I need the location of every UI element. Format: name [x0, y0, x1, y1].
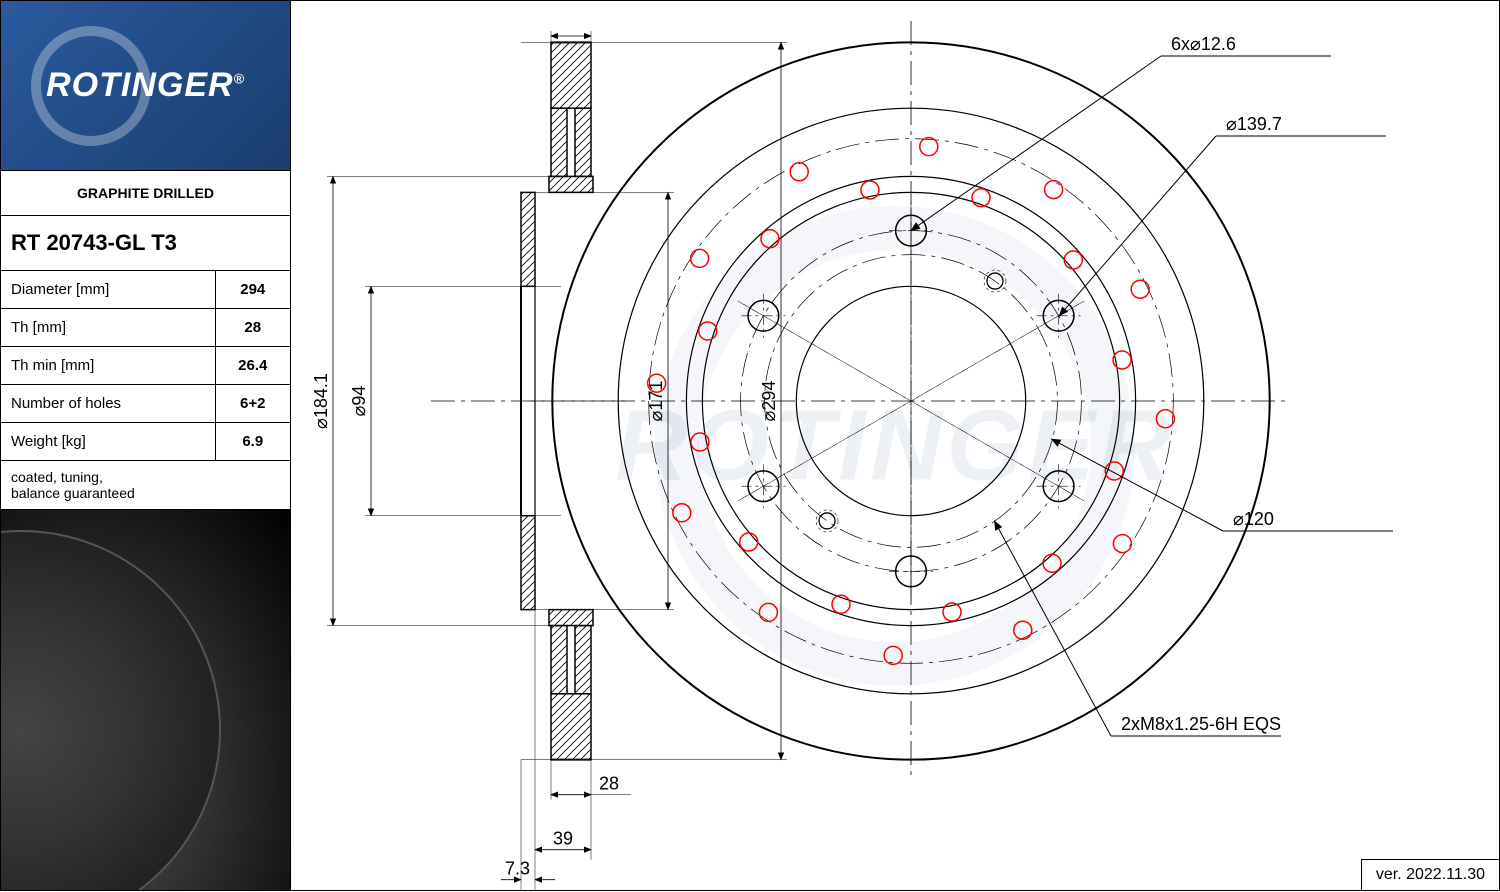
product-photo [1, 510, 290, 890]
spec-row: Th [mm]28 [1, 309, 290, 347]
svg-text:2xM8x1.25-6H EQS: 2xM8x1.25-6H EQS [1121, 714, 1281, 734]
product-subtitle: GRAPHITE DRILLED [1, 171, 290, 216]
front-view [531, 21, 1291, 781]
brand-logo: ROTINGER® [1, 1, 290, 171]
spec-value: 26.4 [215, 347, 290, 385]
disc-photo-icon [1, 530, 221, 890]
drawing-area: ROTINGER ⌀184.1⌀94⌀171⌀2947.33928 6x⌀12.… [291, 1, 1499, 890]
spec-value: 6+2 [215, 385, 290, 423]
svg-text:⌀120: ⌀120 [1233, 509, 1274, 529]
spec-row: Diameter [mm]294 [1, 271, 290, 309]
spec-value: 6.9 [215, 423, 290, 461]
svg-text:⌀139.7: ⌀139.7 [1226, 114, 1282, 134]
svg-text:⌀94: ⌀94 [349, 386, 369, 417]
technical-drawing: ⌀184.1⌀94⌀171⌀2947.33928 6x⌀12.6⌀139.7⌀1… [291, 1, 1500, 892]
page-frame: ROTINGER® GRAPHITE DRILLED RT 20743-GL T… [0, 0, 1500, 891]
note-text: coated, tuning,balance guaranteed [1, 461, 290, 510]
spec-row: Th min [mm]26.4 [1, 347, 290, 385]
svg-text:7.3: 7.3 [505, 859, 530, 879]
spec-row: Number of holes6+2 [1, 385, 290, 423]
section-view: ⌀184.1⌀94⌀171⌀2947.33928 [311, 31, 787, 890]
spec-label: Number of holes [1, 385, 215, 423]
svg-text:6x⌀12.6: 6x⌀12.6 [1171, 34, 1236, 54]
callouts: 6x⌀12.6 ⌀139.7 ⌀120 2xM8x1.25-6H EQS [911, 34, 1393, 736]
spec-label: Weight [kg] [1, 423, 215, 461]
spec-label: Th min [mm] [1, 347, 215, 385]
spec-label: Th [mm] [1, 309, 215, 347]
part-number: RT 20743-GL T3 [1, 216, 290, 271]
brand-name: ROTINGER® [46, 66, 245, 105]
spec-label: Diameter [mm] [1, 271, 215, 309]
version-label: ver. 2022.11.30 [1361, 859, 1499, 890]
svg-text:⌀184.1: ⌀184.1 [311, 373, 331, 429]
registered-mark: ® [234, 71, 245, 87]
brand-text: ROTINGER [46, 66, 233, 104]
spec-value: 294 [215, 271, 290, 309]
svg-text:39: 39 [553, 829, 573, 849]
svg-text:28: 28 [599, 774, 619, 794]
spec-row: Weight [kg]6.9 [1, 423, 290, 461]
spec-table: Diameter [mm]294Th [mm]28Th min [mm]26.4… [1, 271, 290, 461]
info-panel: ROTINGER® GRAPHITE DRILLED RT 20743-GL T… [1, 1, 291, 890]
spec-value: 28 [215, 309, 290, 347]
